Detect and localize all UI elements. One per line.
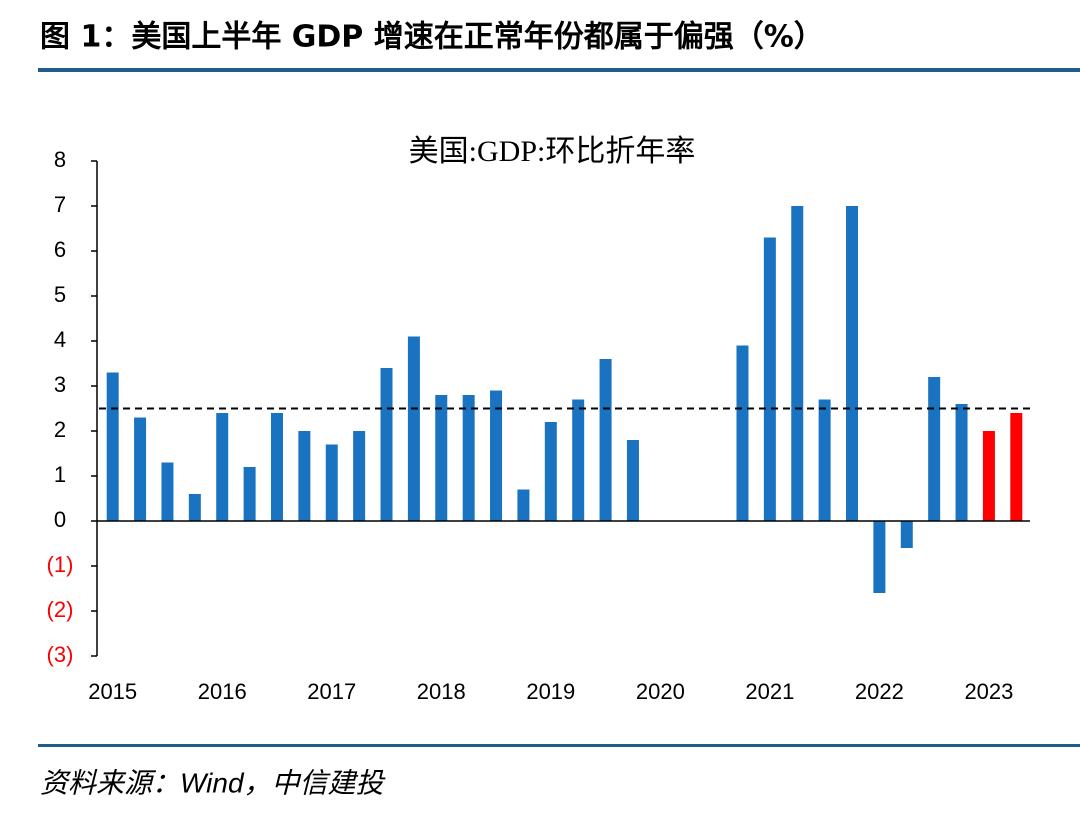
bar <box>325 444 338 521</box>
y-tick-label: 5 <box>54 282 66 307</box>
bar <box>900 521 913 548</box>
bar <box>462 395 475 521</box>
y-tick-label: (1) <box>47 552 74 577</box>
bar <box>106 372 119 521</box>
footer-rule <box>38 744 1080 747</box>
y-tick-label: (3) <box>47 642 74 667</box>
bar <box>380 368 393 521</box>
bar <box>928 377 941 521</box>
y-tick-label: 1 <box>54 462 66 487</box>
x-tick-label: 2019 <box>526 679 575 704</box>
x-tick-label: 2020 <box>636 679 685 704</box>
bar <box>873 521 886 593</box>
y-tick-label: 7 <box>54 192 66 217</box>
x-tick-label: 2015 <box>88 679 137 704</box>
y-tick-label: 0 <box>54 507 66 532</box>
bar <box>161 462 174 521</box>
figure-title: 图 1：美国上半年 GDP 增速在正常年份都属于偏强（%） <box>40 20 824 55</box>
source-note: 资料来源：Wind，中信建投 <box>40 767 387 798</box>
header-rule <box>38 68 1080 72</box>
bar <box>791 206 804 521</box>
bar <box>407 336 420 521</box>
bar <box>982 431 995 521</box>
x-tick-label: 2017 <box>307 679 356 704</box>
bar <box>353 431 366 521</box>
bar <box>243 467 256 521</box>
y-tick-label: 6 <box>54 237 66 262</box>
bar <box>544 422 557 521</box>
bar <box>818 399 831 521</box>
bar <box>572 399 585 521</box>
bar <box>599 359 612 521</box>
bar <box>626 440 639 521</box>
x-tick-label: 2022 <box>855 679 904 704</box>
y-tick-label: (2) <box>47 597 74 622</box>
bar <box>270 413 283 521</box>
bar <box>736 345 749 521</box>
chart-title: 美国:GDP:环比折年率 <box>409 135 696 168</box>
bar <box>134 417 147 521</box>
x-tick-label: 2021 <box>745 679 794 704</box>
bar <box>490 390 503 521</box>
y-tick-label: 8 <box>54 147 66 172</box>
x-tick-label: 2018 <box>417 679 466 704</box>
y-tick-label: 4 <box>54 327 66 352</box>
bar <box>216 413 229 521</box>
bar <box>763 237 776 521</box>
bar <box>1010 413 1023 521</box>
bar <box>517 489 530 521</box>
x-tick-label: 2016 <box>198 679 247 704</box>
bar <box>955 404 968 521</box>
bar <box>188 494 201 521</box>
bar <box>846 206 859 521</box>
x-tick-label: 2023 <box>964 679 1013 704</box>
bar <box>298 431 311 521</box>
y-tick-label: 3 <box>54 372 66 397</box>
y-tick-label: 2 <box>54 417 66 442</box>
bar <box>435 395 448 521</box>
